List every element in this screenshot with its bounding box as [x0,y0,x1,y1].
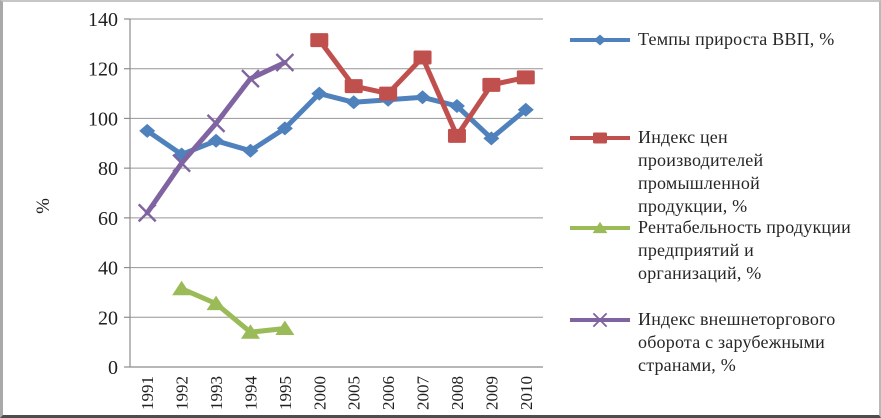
diamond-marker-icon [242,143,259,158]
legend-marker-triangle-icon [570,221,630,234]
x-marker-icon [172,153,191,173]
legend-marker-square-icon [570,132,630,144]
y-tick-label: 120 [88,59,118,81]
y-tick-label: 80 [98,158,118,180]
x-tick-label: 1995 [276,376,295,410]
y-tick-label: 100 [88,108,118,130]
gridlines [124,18,543,368]
y-tick-label: 20 [98,307,118,329]
triangle-marker-icon [206,295,226,311]
legend: Темпы прироста ВВП, % Индекс цен произво… [569,2,879,415]
diamond-marker-icon [414,90,431,105]
legend-marker-diamond-icon [570,34,630,46]
series-0 [139,86,534,162]
triangle-marker-icon [240,324,260,339]
diamond-marker-icon [483,131,500,146]
x-tick-label: 1994 [241,376,260,411]
diamond-marker-icon [311,86,328,101]
x-marker-icon [137,203,157,223]
triangle-marker-icon [592,221,608,234]
legend-marker-x-icon [570,312,630,328]
diamond-marker-icon [593,34,607,46]
square-marker-icon [592,132,608,144]
triangle-marker-icon [172,280,192,296]
x-tick-label: 2000 [310,376,329,410]
square-marker-icon [344,79,363,94]
x-axis-labels: 1991 1992 1993 1994 1995 2000 2005 2006 2007 2008… [138,376,536,411]
legend-label: Индекс внешнеторгового оборота с зарубеж… [638,309,836,375]
y-tick-label: 140 [88,9,118,31]
square-marker-icon [310,33,329,48]
x-tick-label: 2005 [345,376,364,410]
diamond-marker-icon [517,102,534,117]
x-tick-label: 2006 [379,376,398,410]
axes [129,19,543,368]
x-tick-label: 1992 [173,376,192,410]
x-tick-label: 1993 [207,376,226,410]
diamond-marker-icon [139,123,156,138]
legend-label: Индекс цен производителей промышленной п… [638,127,764,216]
square-marker-icon [447,128,466,143]
square-marker-icon [516,70,535,85]
x-marker-icon [241,69,260,89]
series-3 [137,53,295,223]
y-tick-label: 40 [98,258,118,280]
legend-item-foreign-trade-index: Индекс внешнеторгового оборота с зарубеж… [569,308,852,377]
line-chart: 0 20 40 60 80 100 120 140 1991 1992 1993 1994 1995 20… [33,9,543,411]
diamond-marker-icon [448,99,465,113]
square-marker-icon [482,77,501,92]
x-tick-label: 2009 [482,376,501,410]
series-1 [310,33,535,143]
x-tick-label: 1991 [138,376,157,410]
x-marker-icon [275,53,295,72]
x-marker-icon [206,114,226,133]
y-tick-label: 60 [98,208,118,230]
legend-item-producer-price-index: Индекс цен производителей промышленной п… [569,126,852,218]
legend-item-gdp-growth: Темпы прироста ВВП, % [569,28,852,51]
y-axis-title: % [33,198,54,214]
y-tick-label: 0 [108,357,118,379]
diamond-marker-icon [276,121,293,136]
triangle-marker-icon [275,320,295,335]
x-tick-label: 2007 [414,376,433,411]
series-2 [172,280,295,339]
y-axis-labels: 0 20 40 60 80 100 120 140 [88,9,118,379]
diamond-marker-icon [208,133,225,148]
square-marker-icon [379,86,398,101]
legend-label: Темпы прироста ВВП, % [638,29,835,49]
x-tick-label: 2008 [448,376,467,410]
diamond-marker-icon [345,95,362,110]
x-marker-icon [592,312,608,328]
legend-item-profitability: Рентабельность продукции предприятий и о… [569,216,852,285]
square-marker-icon [413,50,432,65]
legend-label: Рентабельность продукции предприятий и о… [638,217,851,283]
x-tick-label: 2010 [517,376,536,410]
